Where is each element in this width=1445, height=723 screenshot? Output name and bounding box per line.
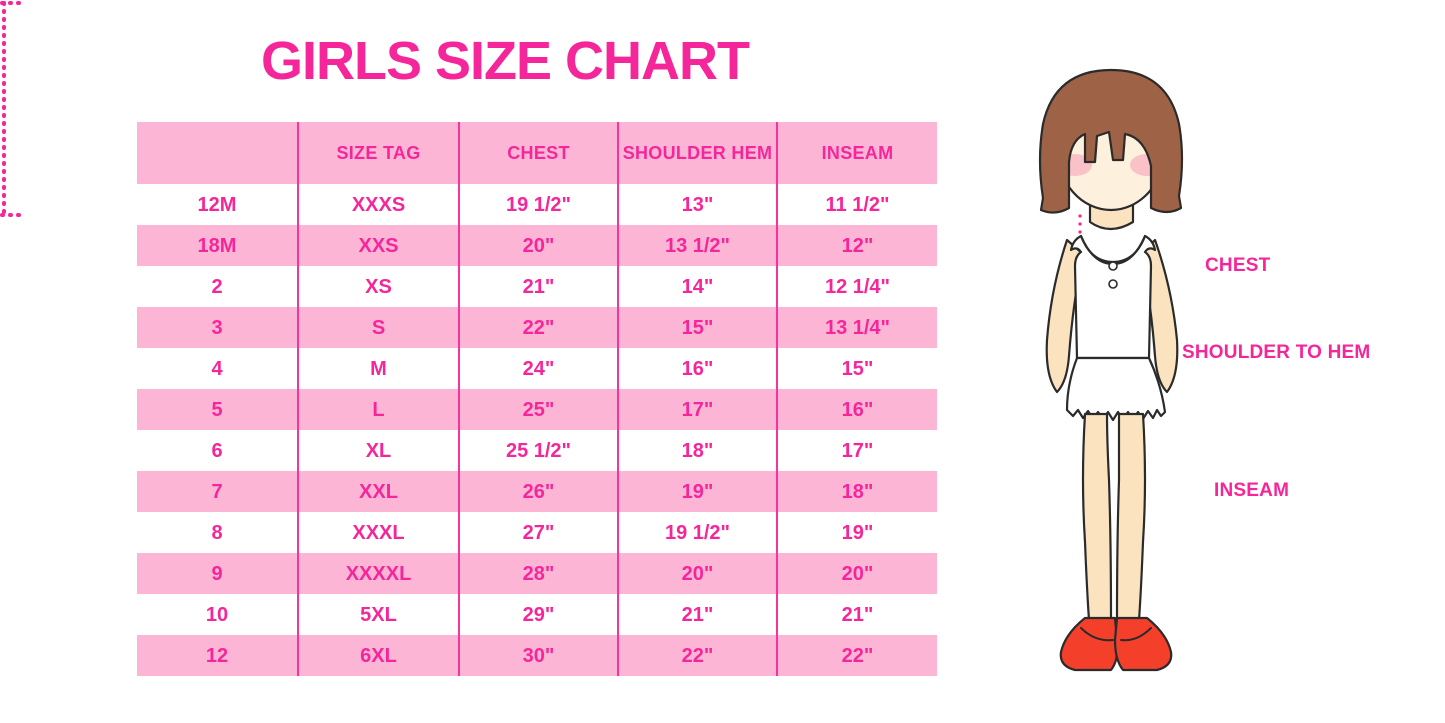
cell-inseam: 19" (841, 521, 874, 544)
button-detail-upper (1108, 261, 1118, 271)
cell-shoulder_hem: 21" (618, 594, 778, 635)
cell-size: 12M (137, 184, 299, 225)
cell-size: 12 (137, 635, 299, 676)
cell-inseam: 18" (841, 480, 874, 503)
table-row: 12M XXXS 19 1/2" 13" 11 1/2" (137, 184, 937, 225)
cell-shoulder_hem: 18" (618, 430, 778, 471)
cell-inseam: 13 1/4" (824, 316, 891, 339)
cell-size: 6 (137, 430, 299, 471)
cell-size_tag: XXXS (298, 184, 460, 225)
cell-shoulder_hem: 13" (618, 184, 778, 225)
cell-size_tag: XXL (298, 471, 460, 512)
cell-shoulder_hem: 22" (618, 635, 778, 676)
size-chart-table: SIZE TAG CHEST SHOULDER HEM INSEAM 12M XX… (137, 122, 937, 676)
table-row: 2 XS 21" 14" 12 1/4" (137, 266, 937, 307)
cell-chest: 21" (459, 266, 619, 307)
table-row: 18M XXS 20" 13 1/2" 12" (137, 225, 937, 266)
cell-chest: 19 1/2" (459, 184, 619, 225)
cell-inseam: 17" (841, 439, 874, 462)
cell-size: 9 (137, 553, 299, 594)
label-inseam: INSEAM (1214, 480, 1290, 501)
cell-size: 18M (137, 225, 299, 266)
cell-size: 7 (137, 471, 299, 512)
cell-shoulder_hem: 19 1/2" (618, 512, 778, 553)
cell-size_tag: XXXXL (298, 553, 460, 594)
table-header-row: SIZE TAG CHEST SHOULDER HEM INSEAM (137, 122, 937, 184)
column-header-size-tag: SIZE TAG (298, 122, 460, 184)
table-row: 6 XL 25 1/2" 18" 17" (137, 430, 937, 471)
cell-inseam: 21" (841, 603, 874, 626)
cell-chest: 28" (459, 553, 619, 594)
cell-size: 10 (137, 594, 299, 635)
cell-size_tag: L (298, 389, 460, 430)
table-row: 10 5XL 29" 21" 21" (137, 594, 937, 635)
cell-inseam: 16" (841, 398, 874, 421)
cell-size_tag: M (298, 348, 460, 389)
cell-chest: 30" (459, 635, 619, 676)
cell-inseam: 12" (841, 234, 874, 257)
cell-size: 5 (137, 389, 299, 430)
cell-shoulder_hem: 14" (618, 266, 778, 307)
cell-chest: 26" (459, 471, 619, 512)
cell-size: 8 (137, 512, 299, 553)
cell-inseam: 11 1/2" (825, 193, 890, 216)
cell-size: 2 (137, 266, 299, 307)
cell-shoulder_hem: 20" (618, 553, 778, 594)
table-row: 3 S 22" 15" 13 1/4" (137, 307, 937, 348)
table-row: 5 L 25" 17" 16" (137, 389, 937, 430)
cell-size_tag: 6XL (298, 635, 460, 676)
girl-figure-illustration (985, 40, 1245, 690)
cell-size_tag: XS (298, 266, 460, 307)
cell-chest: 29" (459, 594, 619, 635)
cell-size_tag: 5XL (298, 594, 460, 635)
column-header-size (137, 122, 299, 184)
column-header-chest: CHEST (459, 122, 619, 184)
cell-size_tag: S (298, 307, 460, 348)
cell-chest: 20" (459, 225, 619, 266)
cell-chest: 25 1/2" (459, 430, 619, 471)
cell-shoulder_hem: 16" (618, 348, 778, 389)
label-chest: CHEST (1205, 255, 1271, 276)
cell-inseam: 22" (841, 644, 874, 667)
table-row: 12 6XL 30" 22" 22" (137, 635, 937, 676)
table-row: 4 M 24" 16" 15" (137, 348, 937, 389)
cell-size_tag: XL (298, 430, 460, 471)
cell-shoulder_hem: 17" (618, 389, 778, 430)
button-detail-lower (1108, 279, 1118, 289)
cell-size_tag: XXS (298, 225, 460, 266)
cell-chest: 25" (459, 389, 619, 430)
cell-size: 4 (137, 348, 299, 389)
table-row: 7 XXL 26" 19" 18" (137, 471, 937, 512)
cell-size_tag: XXXL (298, 512, 460, 553)
cell-shoulder_hem: 19" (618, 471, 778, 512)
cell-shoulder_hem: 15" (618, 307, 778, 348)
cell-size: 3 (137, 307, 299, 348)
cell-chest: 24" (459, 348, 619, 389)
column-header-inseam: INSEAM (821, 143, 894, 163)
column-header-shoulder-hem: SHOULDER HEM (618, 122, 778, 184)
cell-shoulder_hem: 13 1/2" (618, 225, 778, 266)
table-row: 9 XXXXL 28" 20" 20" (137, 553, 937, 594)
cell-inseam: 12 1/4" (824, 275, 891, 298)
cell-inseam: 20" (841, 562, 874, 585)
table-body: 12M XXXS 19 1/2" 13" 11 1/2" 18M XXS 20" 13 1/2"… (137, 184, 937, 676)
inseam-bracket-icon (0, 1, 28, 217)
page-title: GIRLS SIZE CHART (260, 31, 750, 91)
cell-inseam: 15" (841, 357, 874, 380)
label-shoulder-to-hem: SHOULDER TO HEM (1182, 342, 1371, 363)
cell-chest: 27" (459, 512, 619, 553)
table-row: 8 XXXL 27" 19 1/2" 19" (137, 512, 937, 553)
cell-chest: 22" (459, 307, 619, 348)
